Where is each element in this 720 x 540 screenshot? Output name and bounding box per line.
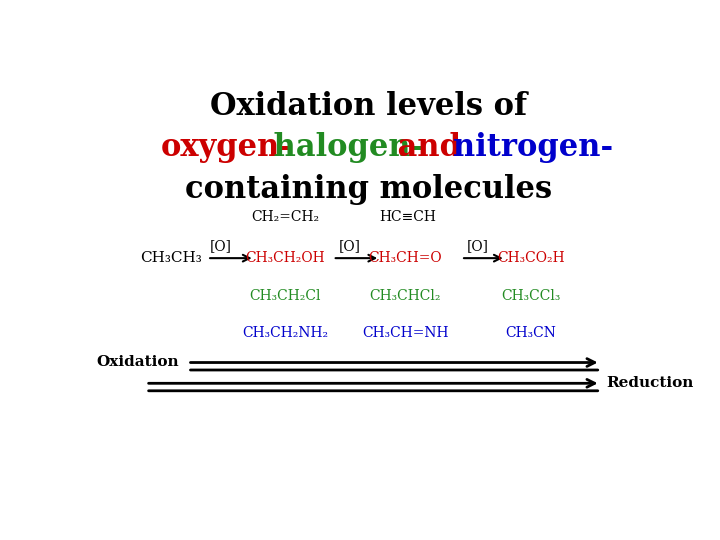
Text: CH₃CH₃: CH₃CH₃ (140, 251, 202, 265)
Text: CH₃CH₂Cl: CH₃CH₂Cl (250, 288, 321, 302)
Text: CH₃CN: CH₃CN (505, 326, 557, 340)
Text: nitrogen-: nitrogen- (453, 132, 613, 164)
Text: halogen-: halogen- (264, 132, 423, 164)
Text: CH₃CH=O: CH₃CH=O (369, 251, 442, 265)
Text: CH₃CH₂OH: CH₃CH₂OH (246, 251, 325, 265)
Text: Oxidation levels of: Oxidation levels of (210, 91, 528, 122)
Text: HC≡CH: HC≡CH (379, 210, 436, 224)
Text: CH₃CO₂H: CH₃CO₂H (497, 251, 564, 265)
Text: Reduction: Reduction (606, 376, 693, 390)
Text: and: and (387, 132, 472, 164)
Text: [O]: [O] (338, 239, 361, 253)
Text: [O]: [O] (210, 239, 232, 253)
Text: CH₃CHCl₂: CH₃CHCl₂ (369, 288, 441, 302)
Text: CH₃CH=NH: CH₃CH=NH (362, 326, 449, 340)
Text: CH₃CCl₃: CH₃CCl₃ (501, 288, 560, 302)
Text: CH₃CH₂NH₂: CH₃CH₂NH₂ (242, 326, 328, 340)
Text: CH₂=CH₂: CH₂=CH₂ (251, 210, 320, 224)
Text: [O]: [O] (467, 239, 489, 253)
Text: Oxidation: Oxidation (96, 355, 179, 369)
Text: containing molecules: containing molecules (186, 174, 552, 205)
Text: oxygen-: oxygen- (161, 132, 293, 164)
